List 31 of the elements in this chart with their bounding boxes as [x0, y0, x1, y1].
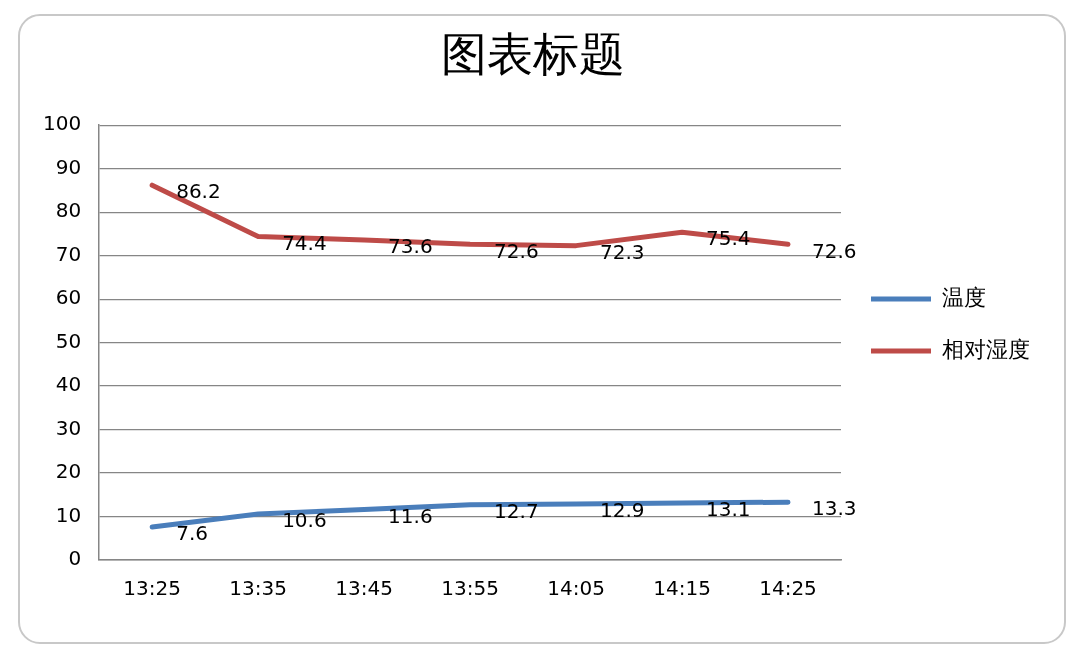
x-tick-label: 13:45: [335, 576, 393, 601]
chart-title: 图表标题: [440, 26, 625, 81]
data-label: 10.6: [282, 508, 327, 533]
y-tick-label: 80: [55, 198, 82, 223]
x-tick-label: 14:25: [759, 576, 817, 601]
x-tick-label: 14:15: [653, 576, 711, 601]
data-label: 12.9: [600, 498, 645, 523]
data-label: 13.3: [812, 496, 857, 521]
x-tick-label: 14:05: [547, 576, 605, 601]
x-tick-label: 13:55: [441, 576, 499, 601]
y-tick-label: 40: [55, 372, 82, 397]
data-label: 11.6: [388, 503, 433, 528]
data-label: 7.6: [176, 521, 208, 546]
data-label: 72.6: [812, 238, 857, 263]
y-tick-label: 20: [55, 459, 82, 484]
y-tick-label: 10: [55, 502, 82, 527]
x-tick-label: 13:25: [123, 576, 181, 601]
y-tick-label: 0: [68, 546, 82, 571]
y-tick-label: 30: [55, 415, 82, 440]
data-label: 75.4: [706, 226, 751, 251]
y-tick-label: 70: [55, 241, 82, 266]
x-tick-label: 13:35: [229, 576, 287, 601]
legend-label: 温度: [942, 284, 986, 310]
y-tick-label: 50: [55, 328, 82, 353]
data-label: 72.3: [600, 239, 645, 264]
data-label: 86.2: [176, 179, 221, 204]
y-tick-label: 60: [55, 285, 82, 310]
legend-label: 相对湿度: [942, 336, 1030, 362]
data-label: 13.1: [706, 497, 751, 522]
y-tick-label: 90: [55, 154, 82, 179]
y-tick-label: 100: [42, 111, 82, 136]
